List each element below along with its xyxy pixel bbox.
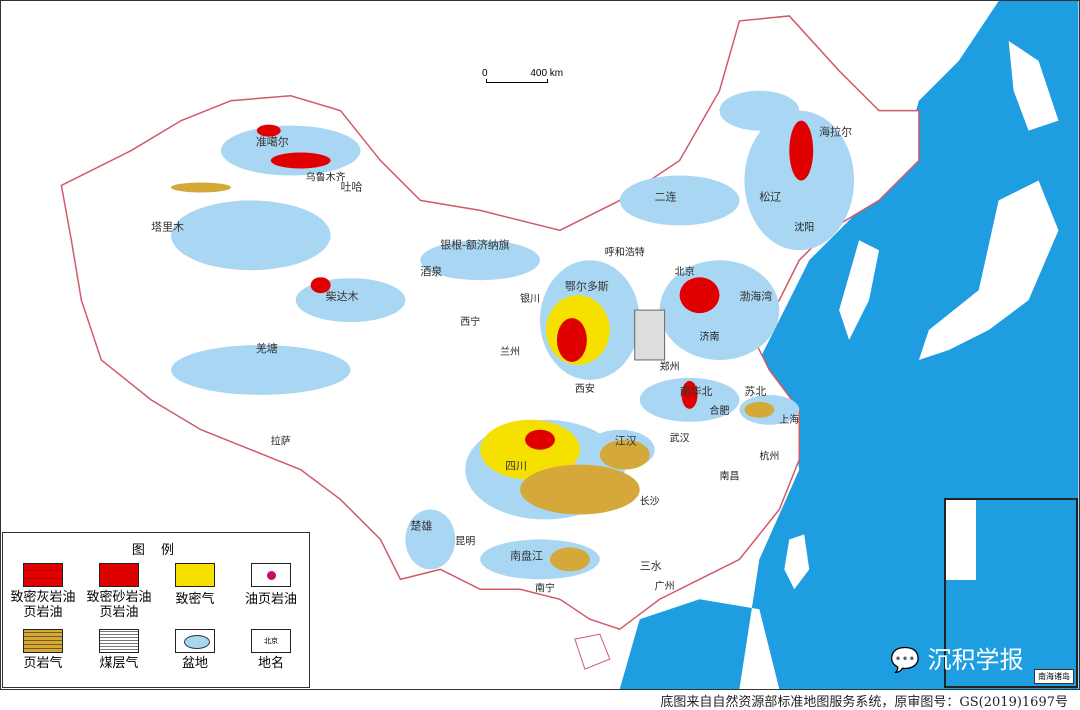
basin-labels: 准噶尔 塔里木 柴达木 羌塘 鄂尔多斯 四川 松辽 渤海湾 二连 海拉尔 南华北… [151, 125, 852, 573]
basins [171, 90, 855, 580]
city: 银川 [520, 292, 540, 305]
city: 武汉 [670, 432, 690, 445]
basin-label: 江汉 [615, 435, 637, 448]
city: 广州 [655, 580, 675, 592]
basin-label: 吐哈 [341, 180, 363, 193]
south-china-sea-inset: 南海诸岛 [944, 498, 1078, 688]
basin-label: 楚雄 [410, 518, 432, 532]
basin-label: 银根-额济纳旗 [440, 237, 509, 251]
city: 上海 [779, 413, 799, 426]
city: 长沙 [640, 496, 660, 508]
basin-label: 柴达木 [326, 289, 359, 303]
basin-label: 二连 [655, 190, 677, 203]
city: 济南 [700, 330, 720, 343]
watermark: 💬 沉积学报 [890, 646, 1024, 674]
basin-label: 三水 [640, 559, 662, 572]
map-caption: 底图来自自然资源部标准地图服务系统，原审图号：GS(2019)1697号 [660, 695, 1068, 710]
basin-label: 准噶尔 [256, 136, 289, 149]
basin-label: 渤海湾 [739, 289, 772, 303]
legend: 图 例 致密灰岩油 页岩油 致密砂岩油 页岩油 致密气 油页岩油 页岩气 煤层气… [2, 532, 310, 688]
legend-item-shale-gas: 页岩气 [5, 629, 81, 671]
wechat-icon: 💬 [890, 646, 920, 674]
legend-item-oil-shale: 油页岩油 [233, 563, 309, 607]
basin-label: 苏北 [744, 385, 766, 398]
city: 兰州 [500, 345, 520, 358]
inset-label: 南海诸岛 [1034, 669, 1074, 684]
basin-label: 鄂尔多斯 [565, 279, 609, 293]
scale-zero: 0 [482, 68, 488, 79]
basin-label: 羌塘 [256, 341, 278, 355]
basin-label: 四川 [505, 460, 527, 473]
city: 呼和浩特 [605, 246, 645, 258]
city: 杭州 [759, 450, 779, 463]
city: 西安 [575, 382, 595, 395]
city: 郑州 [660, 360, 680, 373]
basin-label: 塔里木 [151, 220, 184, 233]
legend-item-basin: 盆地 [157, 629, 233, 671]
basin-label: 南华北 [680, 384, 713, 398]
legend-item-tight-limestone-oil: 致密灰岩油 页岩油 [5, 563, 81, 620]
city: 沈阳 [794, 220, 814, 233]
city: 乌鲁木齐 [306, 170, 346, 183]
legend-title: 图 例 [131, 543, 181, 558]
resource-patches [171, 120, 814, 572]
legend-item-place-name: 北京 地名 [233, 629, 309, 671]
legend-item-coalbed-methane: 煤层气 [81, 629, 157, 671]
city: 合肥 [710, 404, 730, 417]
basin-label: 海拉尔 [819, 125, 852, 139]
basin-label: 松辽 [759, 189, 781, 203]
basin-label: 南盘江 [510, 548, 543, 562]
city: 南昌 [719, 470, 739, 483]
city: 南宁 [535, 581, 555, 594]
city: 昆明 [455, 535, 475, 547]
legend-item-tight-sandstone-oil: 致密砂岩油 页岩油 [81, 563, 157, 620]
scale-distance: 400 km [530, 68, 564, 79]
scale-bar: 0 400 km [482, 68, 563, 83]
city: 西宁 [460, 315, 480, 328]
city: 北京 [675, 265, 695, 278]
city-labels: 乌鲁木齐 拉萨 西宁 兰州 银川 呼和浩特 北京 沈阳 济南 郑州 西安 合肥 … [271, 170, 814, 594]
basin-label: 酒泉 [420, 264, 442, 278]
legend-item-tight-gas: 致密气 [157, 563, 233, 607]
city: 拉萨 [271, 435, 291, 448]
